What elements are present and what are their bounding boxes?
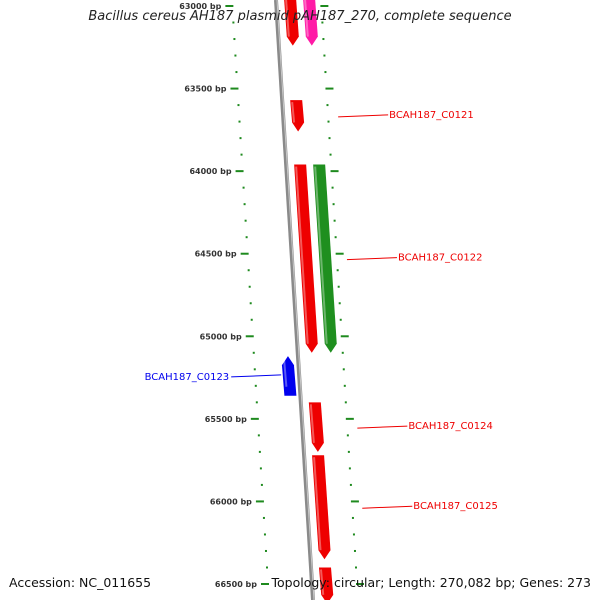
tick-label: 66000 bp xyxy=(210,497,252,506)
gene-arrow xyxy=(312,455,331,560)
gene-label: BCAH187_C0121 xyxy=(389,110,474,121)
sequence-backbone xyxy=(274,0,315,600)
accession-label: Accession: NC_011655 xyxy=(9,575,152,590)
map-title: Bacillus cereus AH187 plasmid pAH187_270… xyxy=(88,9,512,24)
gene-label-line xyxy=(231,374,282,378)
gene-label: BCAH187_C0125 xyxy=(413,501,498,512)
gene-label: BCAH187_C0124 xyxy=(408,421,493,432)
gene-arrow xyxy=(318,567,334,600)
sequence-backbone-highlight xyxy=(276,0,315,600)
gene-label-line xyxy=(357,425,408,429)
tick-label: 65000 bp xyxy=(200,332,242,341)
gene-arrow xyxy=(294,164,318,353)
topology-summary: Topology: circular; Length: 270,082 bp; … xyxy=(271,575,592,590)
gene-arrow-shine xyxy=(309,404,315,443)
tick-label: 63500 bp xyxy=(184,85,226,94)
gene-arrow xyxy=(290,100,305,132)
gene-arrow-shine xyxy=(282,358,288,387)
gene-arrow-shine xyxy=(291,102,296,123)
gene-label: BCAH187_C0122 xyxy=(398,253,483,264)
gene-arrow-shine xyxy=(314,166,328,344)
gene-arrow-shine xyxy=(295,166,309,344)
tick-label: 65500 bp xyxy=(205,415,247,424)
gene-arrow xyxy=(281,356,297,396)
gene-arrow xyxy=(303,0,318,46)
gene-label-line xyxy=(362,505,413,509)
gene-arrow-shine xyxy=(304,0,309,37)
gene-arrow-shine xyxy=(313,457,322,551)
gene-arrow xyxy=(308,402,324,452)
gene-arrow xyxy=(284,0,299,46)
gene-label: BCAH187_C0123 xyxy=(145,372,230,383)
tick-label: 64500 bp xyxy=(195,250,237,259)
tick-label: 64000 bp xyxy=(189,167,231,176)
tick-label: 66500 bp xyxy=(215,580,257,589)
gene-label-line xyxy=(338,114,389,118)
gene-arrow-shine xyxy=(319,569,325,595)
gene-arrow xyxy=(313,164,337,353)
tick-label: 63000 bp xyxy=(179,2,221,11)
gene-label-line xyxy=(346,257,397,261)
gene-arrow-shine xyxy=(285,0,290,37)
